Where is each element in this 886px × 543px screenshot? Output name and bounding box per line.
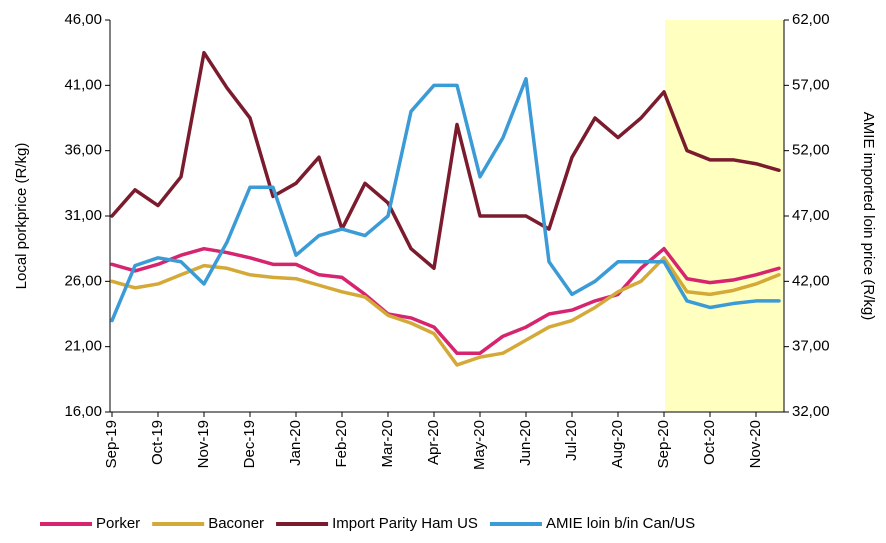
legend-label: Baconer xyxy=(208,515,264,532)
y-tick-label: 41,00 xyxy=(64,76,102,93)
legend-label: Import Parity Ham US xyxy=(332,515,478,532)
x-tick-label: Jul-20 xyxy=(563,420,580,461)
y-axis-label: Local porkprice (R/kg) xyxy=(13,143,30,290)
legend-label: Porker xyxy=(96,515,140,532)
x-tick-label: Sep-20 xyxy=(655,420,672,468)
forecast-shade xyxy=(665,20,784,412)
x-tick-label: May-20 xyxy=(471,420,488,470)
series-line xyxy=(110,256,781,367)
y-tick-label: 36,00 xyxy=(64,142,102,159)
y2-tick-label: 42,00 xyxy=(792,272,830,289)
y-tick-label: 46,00 xyxy=(64,11,102,28)
series-line xyxy=(110,77,781,323)
y-tick-label: 21,00 xyxy=(64,338,102,355)
legend-label: AMIE loin b/in Can/US xyxy=(546,515,695,532)
x-tick-label: Dec-19 xyxy=(241,420,258,468)
x-tick-label: Jan-20 xyxy=(287,420,304,466)
y2-tick-label: 57,00 xyxy=(792,76,830,93)
x-tick-label: Apr-20 xyxy=(425,420,442,465)
x-tick-label: Feb-20 xyxy=(333,420,350,468)
x-tick-label: Sep-19 xyxy=(103,420,120,468)
series-line xyxy=(110,50,781,271)
x-tick-label: Jun-20 xyxy=(517,420,534,466)
y2-tick-label: 52,00 xyxy=(792,142,830,159)
y2-tick-label: 37,00 xyxy=(792,338,830,355)
y-tick-label: 16,00 xyxy=(64,403,102,420)
y2-tick-label: 62,00 xyxy=(792,11,830,28)
y-tick-label: 26,00 xyxy=(64,272,102,289)
x-tick-label: Oct-20 xyxy=(701,420,718,465)
x-tick-label: Aug-20 xyxy=(609,420,626,468)
y-tick-label: 31,00 xyxy=(64,207,102,224)
y2-tick-label: 32,00 xyxy=(792,403,830,420)
x-tick-label: Nov-20 xyxy=(747,420,764,468)
x-tick-label: Nov-19 xyxy=(195,420,212,468)
y2-axis-label: AMIE imported loin price (R/kg) xyxy=(860,112,877,320)
y2-tick-label: 47,00 xyxy=(792,207,830,224)
x-tick-label: Mar-20 xyxy=(379,420,396,468)
x-tick-label: Oct-19 xyxy=(149,420,166,465)
